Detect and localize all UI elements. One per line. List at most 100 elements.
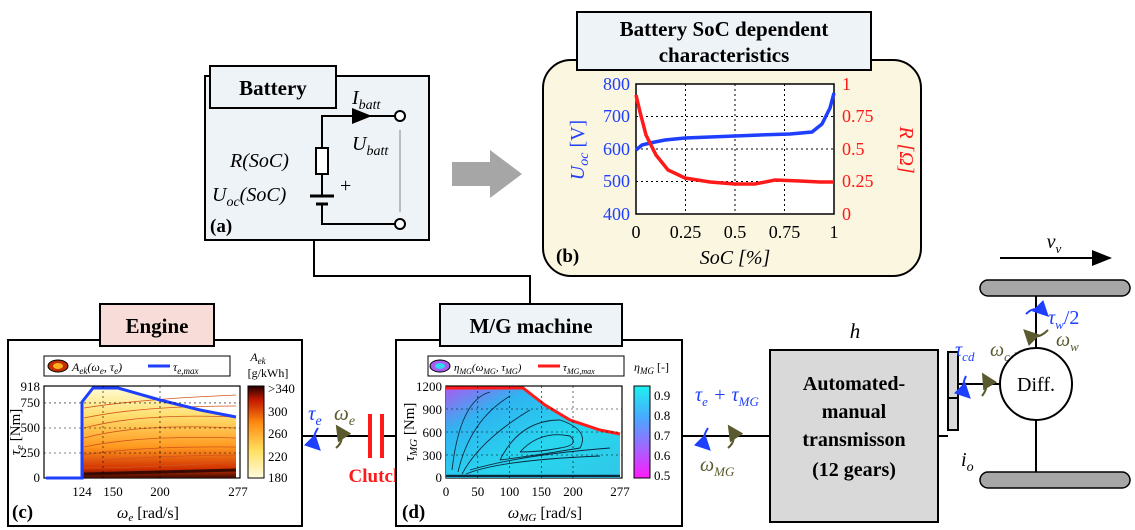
clutch-label: Clutch <box>349 466 404 487</box>
mg-cbar-tick: 0.5 <box>654 468 670 483</box>
omega-mg-arrow-icon <box>727 424 744 449</box>
mg-x-tick: 0 <box>443 484 450 499</box>
engine-colorbar <box>247 385 265 479</box>
soc-x-tick: 0 <box>632 222 641 242</box>
mg-cbar-tick: 0.7 <box>654 428 671 443</box>
tau-cd-label: τcd <box>955 339 975 364</box>
engine-legend <box>43 355 231 377</box>
engine-y-ticks: 918 750 500 250 0 <box>21 379 41 485</box>
mg-x-tick: 100 <box>500 484 520 499</box>
battery-to-mg-line <box>313 240 531 318</box>
battery-circuit <box>310 108 400 225</box>
soc-x-tick: 1 <box>830 222 839 242</box>
battery-title-box <box>209 65 337 109</box>
engine-y-tick: 918 <box>21 379 41 394</box>
mg-trans-link: τe + τMG ωMG <box>682 384 770 479</box>
contour-legend-icon-inner <box>53 363 63 369</box>
final-drive-ratio-label: io <box>961 449 974 475</box>
transmission-line4: (12 gears) <box>812 459 896 481</box>
differential-label: Diff. <box>1017 374 1055 396</box>
mg-contour-legend-icon-inner <box>435 363 445 369</box>
transmission: h Automated- manual transmisson (12 gear… <box>769 319 948 523</box>
torque-sum-arrow-icon <box>693 427 711 451</box>
engine-x-label: ωe [rad/s] <box>117 505 179 524</box>
terminal-bottom <box>394 218 406 230</box>
engine-x-ticks: 124 150 200 277 <box>72 484 248 499</box>
final-drive: io τcd ωcd Diff. vv τw/2 ωw <box>947 231 1131 489</box>
soc-left-tick: 500 <box>603 171 630 191</box>
gear-ratio-h-label: h <box>850 319 861 343</box>
omega-w-arrow-icon <box>1023 329 1049 347</box>
engine-mg-link: Clutch τe ωe <box>302 401 404 487</box>
engine-y-tick: 750 <box>21 395 41 410</box>
omega-e-label: ωe <box>334 401 355 429</box>
engine-max-torque-line <box>46 386 237 480</box>
mg-contour-line <box>499 419 583 461</box>
soc-title-line1: Battery SoC dependent <box>620 17 829 41</box>
engine-cbar-tick: 220 <box>268 449 288 464</box>
battery-panel: Battery Ibatt Ubatt R(SoC) Uoc(SoC) + (a… <box>204 65 430 241</box>
omega-e-arrow-icon <box>335 424 352 449</box>
engine-cbar-tick: 260 <box>268 426 288 441</box>
mg-y-label: τMG [Nm] <box>402 403 420 462</box>
panel-d-label: (d) <box>402 502 425 523</box>
mg-legend-t: τMG,max <box>563 362 595 376</box>
engine-x-tick: 200 <box>150 484 170 499</box>
uoc-soc-label: Uoc(SoC) <box>212 184 287 210</box>
transmission-line3: transmisson <box>802 429 905 451</box>
mg-title-box <box>439 303 623 347</box>
wheel-upper <box>979 279 1131 297</box>
engine-title: Engine <box>125 314 188 338</box>
soc-right-tick: 0.25 <box>842 171 874 191</box>
final-drive-gear-lower <box>947 397 959 431</box>
mg-contour-line <box>469 447 611 471</box>
engine-contour-line <box>83 446 237 456</box>
r-soc-label: R(SoC) <box>229 150 289 172</box>
mg-y-ticks: 1200 900 600 300 0 <box>416 379 442 485</box>
mg-colorbar-ticks: 0.9 0.8 0.7 0.6 0.5 <box>654 388 671 483</box>
vehicle-velocity-label: vv <box>1047 231 1062 256</box>
mg-contour-line <box>461 409 531 475</box>
mg-y-tick: 1200 <box>416 379 442 394</box>
soc-right-label: R [Ω] <box>895 125 917 173</box>
mg-y-tick: 300 <box>423 448 443 463</box>
mg-grid <box>446 386 622 478</box>
mg-x-tick: 200 <box>563 484 583 499</box>
mg-legend <box>427 355 625 377</box>
engine-contours <box>83 394 237 476</box>
soc-right-tick: 1 <box>842 74 851 94</box>
mg-contour-line <box>519 434 574 453</box>
engine-colorbar-title: Aek <box>249 350 266 366</box>
omega-cd-label: ωcd <box>990 339 1017 364</box>
engine-y-tick: 0 <box>34 470 41 485</box>
engine-colorbar-unit: [g/kWh] <box>248 366 289 380</box>
soc-title-box <box>576 11 872 71</box>
engine-legend-t: τe,max <box>173 360 199 376</box>
mg-colorbar <box>633 385 651 479</box>
engine-x-tick: 150 <box>103 484 123 499</box>
engine-contour-line <box>83 394 237 409</box>
soc-title-line2: characteristics <box>659 43 790 67</box>
soc-x-tick: 0.75 <box>769 222 801 242</box>
mg-contour-line <box>451 391 491 471</box>
soc-curves <box>634 92 836 186</box>
terminal-top <box>394 110 406 122</box>
panel-b-label: (b) <box>556 246 579 267</box>
soc-x-label: SoC [%] <box>700 247 771 269</box>
soc-left-tick: 600 <box>603 139 630 159</box>
engine-colorbar-ticks: >340 300 260 220 180 <box>268 381 295 485</box>
plus-sign: + <box>340 175 351 197</box>
engine-legend-a: Aek(ωe, τe) <box>71 360 122 376</box>
mg-contour-line <box>465 455 601 475</box>
transmission-line1: Automated- <box>803 373 905 395</box>
mg-x-tick: 150 <box>532 484 552 499</box>
omega-mg-label: ωMG <box>700 454 735 479</box>
mg-y-tick: 0 <box>436 470 443 485</box>
engine-contour-line <box>83 454 237 463</box>
soc-left-tick: 700 <box>603 106 630 126</box>
engine-x-tick: 124 <box>72 484 92 499</box>
mg-y-tick: 900 <box>423 402 443 417</box>
engine-cbar-tick: 300 <box>268 404 288 419</box>
mg-panel: M/G machine ηMG(ωMG, τMG) τMG,max 1200 9… <box>395 303 683 527</box>
soc-x-tick: 0.25 <box>670 222 702 242</box>
